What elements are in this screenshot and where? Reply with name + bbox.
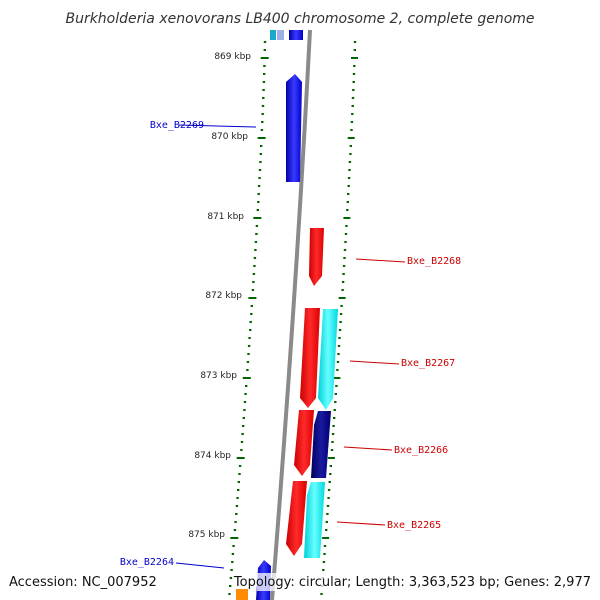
feature-navy-b2266[interactable] bbox=[311, 411, 331, 478]
gene-label-line-b2264 bbox=[175, 562, 225, 569]
gene-bxe-b2265[interactable] bbox=[286, 481, 307, 556]
footer-summary-backdrop bbox=[257, 573, 593, 591]
ruler-label-871: 871 kbp bbox=[207, 212, 244, 222]
gene-label-b2265[interactable]: Bxe_B2265 bbox=[387, 520, 441, 531]
ruler-label-872: 872 kbp bbox=[205, 291, 242, 301]
gene-bxe-b2266[interactable] bbox=[294, 410, 314, 476]
gene-bxe-b2269[interactable] bbox=[286, 74, 302, 182]
chromosome-backbone bbox=[270, 29, 312, 600]
feature-cyan-b2265[interactable] bbox=[304, 482, 325, 558]
map-title: Burkholderia xenovorans LB400 chromosome… bbox=[65, 11, 534, 27]
partial-feature-cyan bbox=[270, 30, 276, 40]
gene-label-line-b2268 bbox=[355, 258, 406, 263]
gene-label-b2264[interactable]: Bxe_B2264 bbox=[120, 557, 174, 568]
feature-orange-partial bbox=[236, 589, 248, 600]
footer-summary: Topology: circular; Length: 3,363,523 bp… bbox=[233, 575, 591, 590]
gene-label-b2267[interactable]: Bxe_B2267 bbox=[401, 358, 455, 369]
ruler-label-869: 869 kbp bbox=[214, 52, 251, 62]
top-partial-features bbox=[270, 30, 303, 40]
ruler-label-870: 870 kbp bbox=[211, 132, 248, 142]
gene-bxe-b2268[interactable] bbox=[309, 228, 324, 286]
ruler-label-874: 874 kbp bbox=[194, 451, 231, 461]
gene-label-b2268[interactable]: Bxe_B2268 bbox=[407, 256, 461, 267]
ruler-labels: 869 kbp 870 kbp 871 kbp 872 kbp 873 kbp … bbox=[188, 52, 251, 540]
partial-feature-lightblue bbox=[277, 30, 284, 40]
gene-label-line-b2267 bbox=[349, 360, 400, 365]
feature-cyan-b2267[interactable] bbox=[318, 309, 338, 410]
footer-accession: Accession: NC_007952 bbox=[9, 575, 157, 590]
partial-feature-blue bbox=[289, 30, 303, 40]
gene-label-line-b2266 bbox=[343, 446, 393, 451]
ruler-label-873: 873 kbp bbox=[200, 371, 237, 381]
gene-bxe-b2267[interactable] bbox=[300, 308, 320, 408]
ruler-label-875: 875 kbp bbox=[188, 530, 225, 540]
gene-label-b2269[interactable]: Bxe_B2269 bbox=[150, 120, 204, 131]
gene-label-line-b2269 bbox=[178, 124, 257, 128]
inner-ruler-ticks bbox=[228, 41, 269, 595]
gene-label-b2266[interactable]: Bxe_B2266 bbox=[394, 445, 448, 456]
gene-label-line-b2265 bbox=[336, 521, 386, 526]
